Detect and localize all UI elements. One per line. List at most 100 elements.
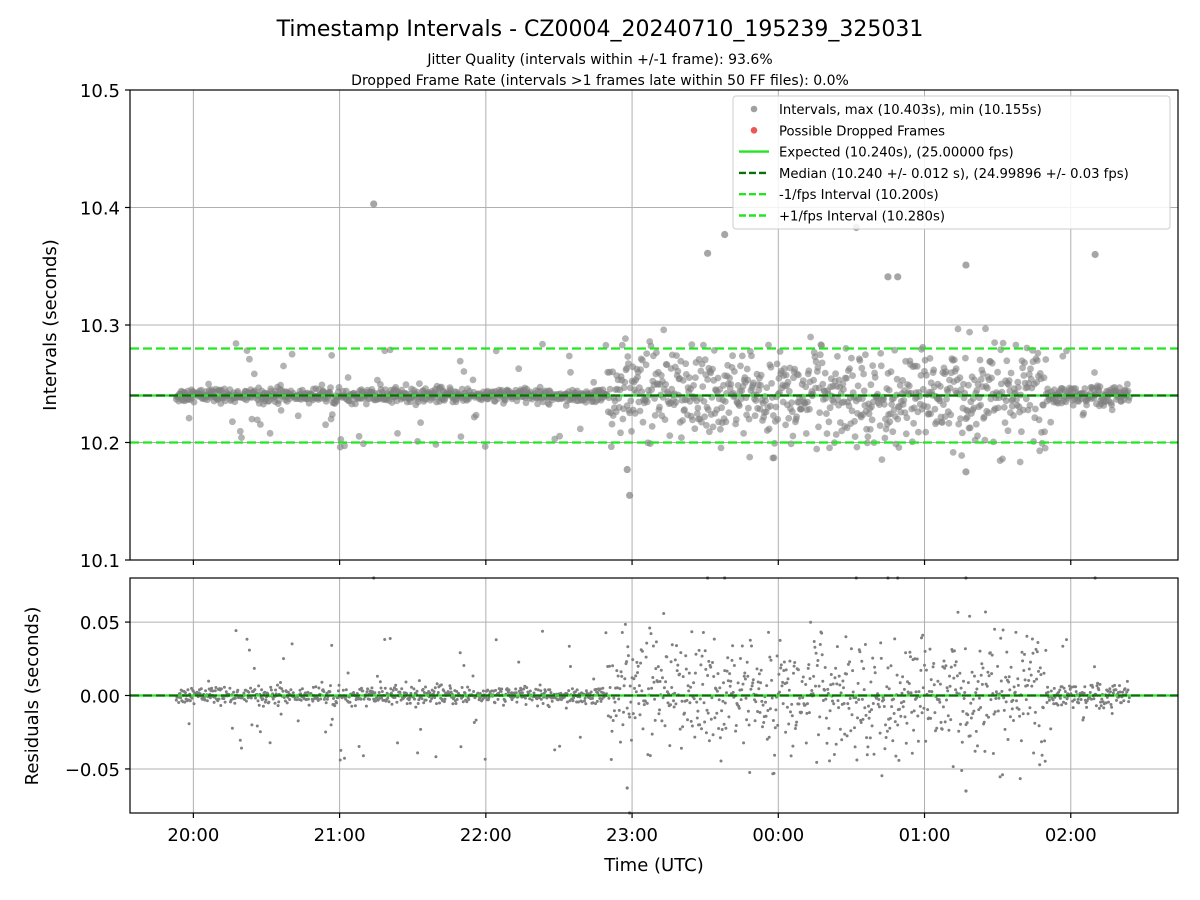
residual-point	[458, 651, 462, 655]
residual-point	[860, 697, 864, 701]
residual-point	[700, 654, 704, 658]
residual-point	[782, 660, 786, 664]
residual-point	[433, 686, 437, 690]
residual-point	[636, 664, 640, 668]
residual-point	[283, 699, 287, 703]
residual-point	[249, 696, 253, 700]
residual-point	[759, 681, 763, 685]
residual-point	[818, 715, 822, 719]
interval-point	[681, 406, 688, 413]
residual-point	[648, 626, 652, 630]
interval-point	[802, 430, 810, 437]
interval-point	[685, 374, 693, 381]
interval-point	[639, 418, 647, 426]
residual-point	[203, 698, 207, 702]
residual-point	[394, 688, 398, 691]
interval-point	[639, 356, 646, 364]
residual-point	[1004, 675, 1008, 679]
residual-point	[644, 699, 647, 703]
residual-point	[1026, 712, 1030, 716]
residual-point	[777, 672, 781, 676]
residual-point	[177, 701, 181, 704]
residual-point	[1119, 701, 1123, 705]
residual-point	[1082, 691, 1086, 695]
residual-point	[1033, 721, 1037, 725]
residual-point	[460, 686, 464, 689]
interval-point	[660, 326, 668, 334]
residual-point	[792, 664, 796, 668]
residual-point	[909, 691, 913, 695]
residual-point	[300, 687, 304, 691]
interval-point	[863, 439, 871, 447]
residual-point	[756, 680, 760, 684]
interval-point	[849, 372, 856, 379]
residual-point	[222, 685, 226, 689]
residual-point	[684, 654, 688, 658]
interval-point	[902, 430, 910, 438]
residual-point	[943, 666, 947, 670]
residual-point	[737, 706, 741, 710]
residual-point	[803, 703, 807, 707]
interval-point	[539, 340, 546, 348]
interval-point	[994, 404, 1002, 412]
residual-point	[1062, 700, 1065, 704]
interval-point	[816, 351, 824, 359]
residual-point	[790, 714, 794, 718]
residual-point	[984, 682, 988, 686]
residual-point	[883, 747, 887, 751]
residual-point	[613, 700, 617, 704]
residual-point	[865, 736, 869, 740]
residual-point	[273, 701, 277, 705]
interval-point	[717, 425, 724, 433]
residual-point	[689, 685, 693, 689]
residual-point	[836, 699, 840, 703]
interval-point	[294, 412, 302, 420]
residual-point	[931, 665, 935, 669]
residual-point	[1038, 666, 1042, 670]
residual-point	[211, 689, 215, 693]
interval-point	[248, 415, 256, 423]
residual-point	[264, 698, 268, 702]
residual-point	[994, 690, 998, 694]
residual-point	[736, 681, 740, 685]
residual-point	[851, 690, 855, 694]
residual-point	[863, 706, 867, 710]
residual-point	[1023, 652, 1026, 656]
legend: Intervals, max (10.403s), min (10.155s) P…	[732, 95, 1171, 230]
residual-point	[661, 696, 665, 700]
interval-point	[1005, 377, 1013, 384]
residual-point	[835, 682, 839, 686]
residual-point	[745, 660, 749, 664]
interval-point	[765, 341, 772, 349]
residual-point	[920, 636, 923, 640]
interval-point	[402, 381, 410, 389]
residual-point	[244, 699, 248, 703]
residual-point	[991, 692, 995, 696]
residual-point	[410, 685, 413, 689]
residual-point	[727, 715, 731, 719]
residual-point	[961, 709, 965, 713]
residual-point	[499, 690, 503, 693]
residual-point	[234, 629, 238, 633]
residual-point	[626, 654, 630, 658]
interval-point	[280, 362, 287, 370]
residual-point	[996, 709, 1000, 713]
interval-point-extreme	[721, 230, 729, 239]
residual-point	[1007, 675, 1011, 679]
residual-point	[567, 644, 571, 648]
residual-point	[880, 774, 884, 778]
residual-point	[1027, 667, 1031, 671]
residual-point	[1052, 686, 1056, 690]
interval-point	[1013, 396, 1020, 404]
residual-point	[471, 674, 475, 678]
intervals-ytick-label: 10.4	[80, 199, 120, 220]
residual-point	[252, 666, 256, 670]
residual-point	[1096, 681, 1100, 685]
interval-point	[735, 402, 743, 409]
residual-point	[522, 687, 526, 691]
residual-point	[1012, 685, 1016, 689]
interval-point	[840, 386, 847, 393]
residual-point	[969, 701, 973, 705]
residual-point	[909, 655, 912, 659]
residual-point	[977, 708, 981, 712]
